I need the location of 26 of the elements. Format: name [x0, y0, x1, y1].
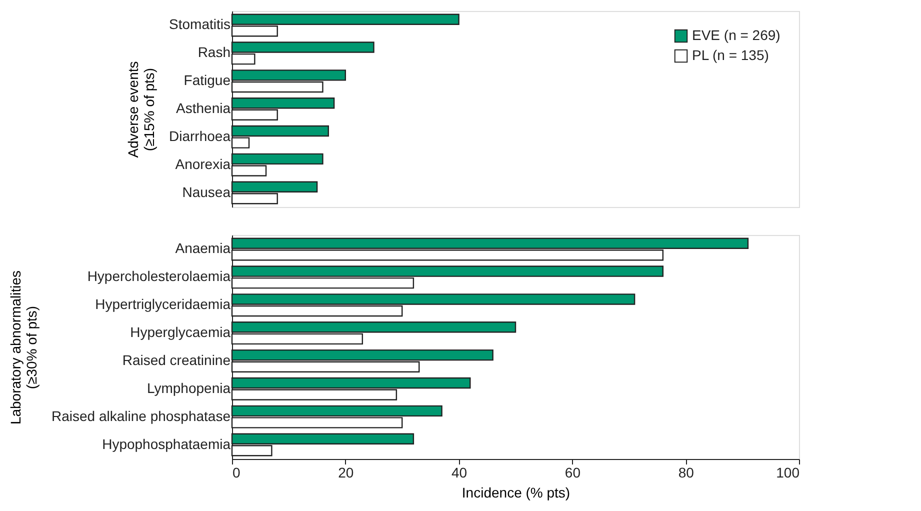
y-tick-label: Lymphopenia	[146, 380, 231, 396]
x-tick-label: 80	[678, 464, 694, 480]
x-tick-label: 40	[452, 464, 468, 480]
legend-label: PL (n = 135)	[692, 47, 769, 63]
y-tick-label: Asthenia	[176, 100, 231, 116]
x-tick-label: 20	[338, 464, 354, 480]
y-tick-label: Nausea	[182, 184, 231, 200]
x-tick-label: 100	[776, 464, 800, 480]
y-tick-label: Hypercholesterolaemia	[87, 268, 231, 284]
y-tick-label: Anaemia	[175, 240, 231, 256]
y-axis-title: Adverse events (≥15% of pts)	[125, 61, 158, 158]
y-tick-label: Diarrhoea	[169, 128, 231, 144]
y-tick-label: Anorexia	[175, 156, 231, 172]
legend-label: EVE (n = 269)	[692, 27, 780, 43]
x-tick-label: 60	[564, 464, 581, 480]
x-axis-title: Incidence (% pts)	[462, 484, 570, 500]
x-tick-label: 0	[232, 464, 240, 480]
y-tick-label: Hyperglycaemia	[130, 324, 231, 340]
y-tick-label: Stomatitis	[169, 16, 230, 32]
y-tick-label: Raised alkaline phosphatase	[51, 408, 231, 424]
y-tick-label: Fatigue	[184, 72, 231, 88]
y-axis-title: Laboratory abnormalities (≥30% of pts)	[7, 270, 40, 425]
y-tick-label: Rash	[198, 44, 230, 60]
y-tick-label: Hypophosphataemia	[102, 436, 231, 452]
y-tick-label: Hypertriglyceridaemia	[95, 296, 231, 312]
y-tick-label: Raised creatinine	[122, 352, 231, 368]
